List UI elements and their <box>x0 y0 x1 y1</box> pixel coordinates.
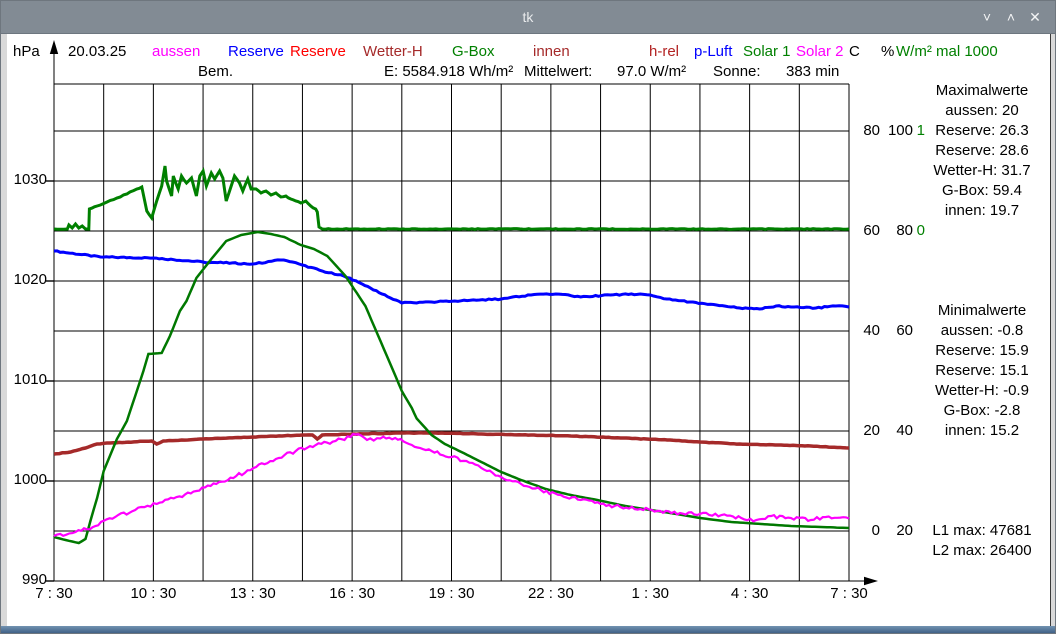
max-value-row: G-Box: 59.4 <box>941 182 1023 199</box>
legend-label-solar-2: Solar 2 <box>796 43 844 60</box>
legend-label-h-rel: h-rel <box>649 43 680 60</box>
max-value-row: Reserve: 28.6 <box>935 142 1029 159</box>
x-axis-tick-label: 13 : 30 <box>229 585 276 602</box>
x-axis-tick-label: 7 : 30 <box>35 585 73 602</box>
right-scale-c: 20 <box>863 422 880 439</box>
x-axis-tick-label: 4 : 30 <box>730 585 769 602</box>
minimize-icon[interactable]: ˅ <box>982 9 992 25</box>
right-scale-row: 20 40 <box>854 421 930 441</box>
right-scale-row: 60 80 0 <box>854 221 930 241</box>
x-axis-tick-label: 1 : 30 <box>631 585 670 602</box>
legend-label-reserve: Reserve <box>228 43 284 60</box>
right-scale-row: 40 60 <box>854 321 930 341</box>
y-axis-tick-label: 1020 <box>13 271 47 288</box>
right-scale-solar: 0 <box>916 222 925 239</box>
y-axis-tick-label: 990 <box>21 571 47 588</box>
maximize-icon[interactable]: ˄ <box>1006 9 1016 25</box>
legend-label-c: C <box>849 43 860 60</box>
energy-total-label: E: 5584.918 Wh/m² <box>384 63 514 80</box>
max-value-row: aussen: 20 <box>945 102 1019 119</box>
y-axis-tick-label: 1030 <box>13 171 47 188</box>
legend-label-w-m-mal-1000: W/m² mal 1000 <box>896 43 998 60</box>
date-label: 20.03.25 <box>68 43 127 60</box>
minimalwerte-title: Minimalwerte <box>937 302 1027 319</box>
min-value-row: Wetter-H: -0.9 <box>935 382 1029 399</box>
x-axis-tick-label: 19 : 30 <box>428 585 475 602</box>
right-scale-pct: 20 <box>896 522 913 539</box>
min-value-row: G-Box: -2.8 <box>943 402 1021 419</box>
sonne-value: 383 min <box>786 63 840 80</box>
max-value-row: Wetter-H: 31.7 <box>933 162 1031 179</box>
right-scale-solar <box>913 421 925 441</box>
window-title: tk <box>522 9 534 25</box>
min-value-row: innen: 15.2 <box>944 422 1020 439</box>
y-axis-unit-label: hPa <box>13 43 40 60</box>
legend-label-aussen: aussen <box>152 43 201 60</box>
x-axis-tick-label: 16 : 30 <box>329 585 376 602</box>
min-value-row: Reserve: 15.1 <box>935 362 1029 379</box>
right-scale-solar: 1 <box>916 122 925 139</box>
right-scale-c: 80 <box>863 122 880 139</box>
l2-max-value: L2 max: 26400 <box>932 542 1032 559</box>
min-value-row: aussen: -0.8 <box>940 322 1024 339</box>
right-scale-pct: 100 <box>887 122 913 139</box>
right-scale-solar <box>913 321 925 341</box>
legend-label-wetter-h: Wetter-H <box>363 43 423 60</box>
right-scale-c: 40 <box>863 322 880 339</box>
mittelwert-value: 97.0 W/m² <box>617 63 687 80</box>
x-axis-tick-label: 10 : 30 <box>130 585 177 602</box>
sonne-label: Sonne: <box>713 63 761 80</box>
max-value-row: innen: 19.7 <box>944 202 1020 219</box>
x-axis-tick-label: 7 : 30 <box>830 585 868 602</box>
right-scale-c: 0 <box>871 522 880 539</box>
right-scale-pct: 80 <box>896 222 913 239</box>
close-icon[interactable]: ✕ <box>1029 8 1041 25</box>
right-scale-c: 60 <box>863 222 880 239</box>
mittelwert-label: Mittelwert: <box>524 63 593 80</box>
right-scale-pct: 40 <box>896 422 913 439</box>
maximalwerte-block: Maximalwerte aussen: 20 Reserve: 26.3 Rese… <box>913 81 1051 221</box>
legend-label--: % <box>881 43 895 60</box>
bem-label: Bem. <box>198 63 234 80</box>
x-axis-tick-label: 22 : 30 <box>527 585 574 602</box>
right-scale-row: 0 20 <box>854 521 930 541</box>
lux-max-block: L1 max: 47681 L2 max: 26400 <box>913 521 1051 561</box>
legend-label-g-box: G-Box <box>452 43 495 60</box>
minimalwerte-block: Minimalwerte aussen: -0.8 Reserve: 15.9 Re… <box>913 301 1051 441</box>
min-value-row: Reserve: 15.9 <box>935 342 1029 359</box>
y-axis-tick-label: 1000 <box>13 471 47 488</box>
legend-label-innen: innen <box>533 43 570 60</box>
right-scale-pct: 60 <box>896 322 913 339</box>
legend-label-solar-1: Solar 1 <box>743 43 791 60</box>
window-titlebar: tk ˅ ˄ ✕ <box>1 1 1055 34</box>
max-value-row: Reserve: 26.3 <box>935 122 1029 139</box>
maximalwerte-title: Maximalwerte <box>935 82 1029 99</box>
legend-label-reserve: Reserve <box>290 43 346 60</box>
window-controls: ˅ ˄ ✕ <box>975 1 1047 33</box>
window-bottom-edge <box>1 626 1055 633</box>
l1-max-value: L1 max: 47681 <box>932 522 1032 539</box>
right-scale-row: 80 100 1 <box>854 121 930 141</box>
right-scale-solar <box>913 521 925 541</box>
legend-label-p-luft: p-Luft <box>694 43 733 60</box>
y-axis-tick-label: 1010 <box>13 371 47 388</box>
